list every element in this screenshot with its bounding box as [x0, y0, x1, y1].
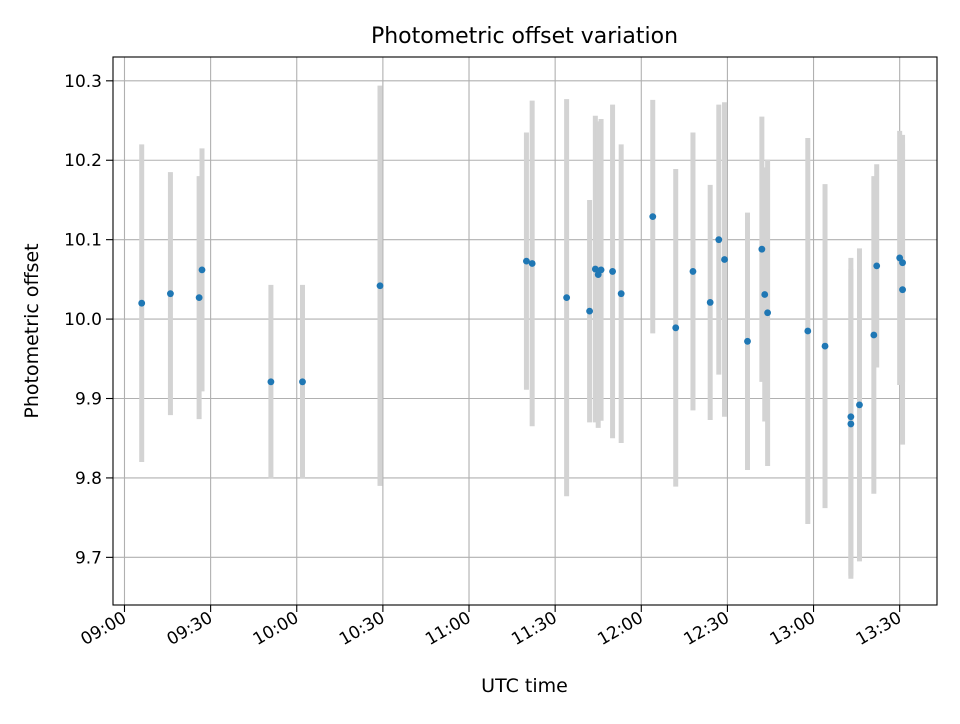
- data-point: [715, 236, 723, 244]
- x-axis-label: UTC time: [481, 675, 568, 697]
- y-tick-label: 10.3: [64, 72, 102, 92]
- y-tick-label: 9.8: [75, 469, 102, 489]
- data-point: [649, 213, 657, 221]
- data-point: [804, 327, 812, 335]
- data-point: [744, 337, 751, 345]
- data-point: [597, 266, 605, 274]
- data-point: [847, 413, 855, 421]
- data-point: [856, 401, 863, 409]
- data-point: [528, 260, 536, 267]
- y-tick-label: 9.9: [75, 390, 102, 410]
- y-tick-label: 9.7: [75, 548, 102, 568]
- data-point: [376, 282, 384, 290]
- data-point: [721, 256, 728, 263]
- data-point: [847, 420, 855, 428]
- data-point: [617, 290, 625, 298]
- data-point: [167, 290, 174, 298]
- y-tick-label: 10.2: [64, 151, 102, 171]
- data-point: [899, 259, 906, 267]
- data-point: [195, 294, 203, 302]
- data-point: [267, 378, 275, 386]
- y-tick-label: 10.0: [64, 310, 102, 330]
- data-point: [689, 268, 697, 275]
- y-tick-label: 10.1: [64, 231, 102, 251]
- data-point: [764, 309, 772, 317]
- chart-title: Photometric offset variation: [371, 24, 678, 49]
- data-point: [591, 265, 599, 273]
- data-point: [706, 299, 714, 306]
- data-point: [198, 266, 206, 274]
- data-point: [758, 245, 766, 253]
- data-point: [138, 299, 146, 307]
- data-point: [873, 262, 881, 270]
- data-point: [609, 268, 616, 275]
- data-point: [523, 257, 530, 265]
- data-point: [672, 324, 680, 332]
- plot-frame: [112, 56, 938, 606]
- data-point: [821, 342, 829, 350]
- data-point: [586, 307, 593, 315]
- data-point: [563, 294, 571, 302]
- y-axis-label: Photometric offset: [21, 243, 43, 418]
- data-point: [899, 286, 906, 294]
- data-point: [299, 378, 306, 386]
- data-points: [138, 213, 906, 428]
- data-point: [761, 291, 769, 298]
- data-point: [870, 331, 878, 339]
